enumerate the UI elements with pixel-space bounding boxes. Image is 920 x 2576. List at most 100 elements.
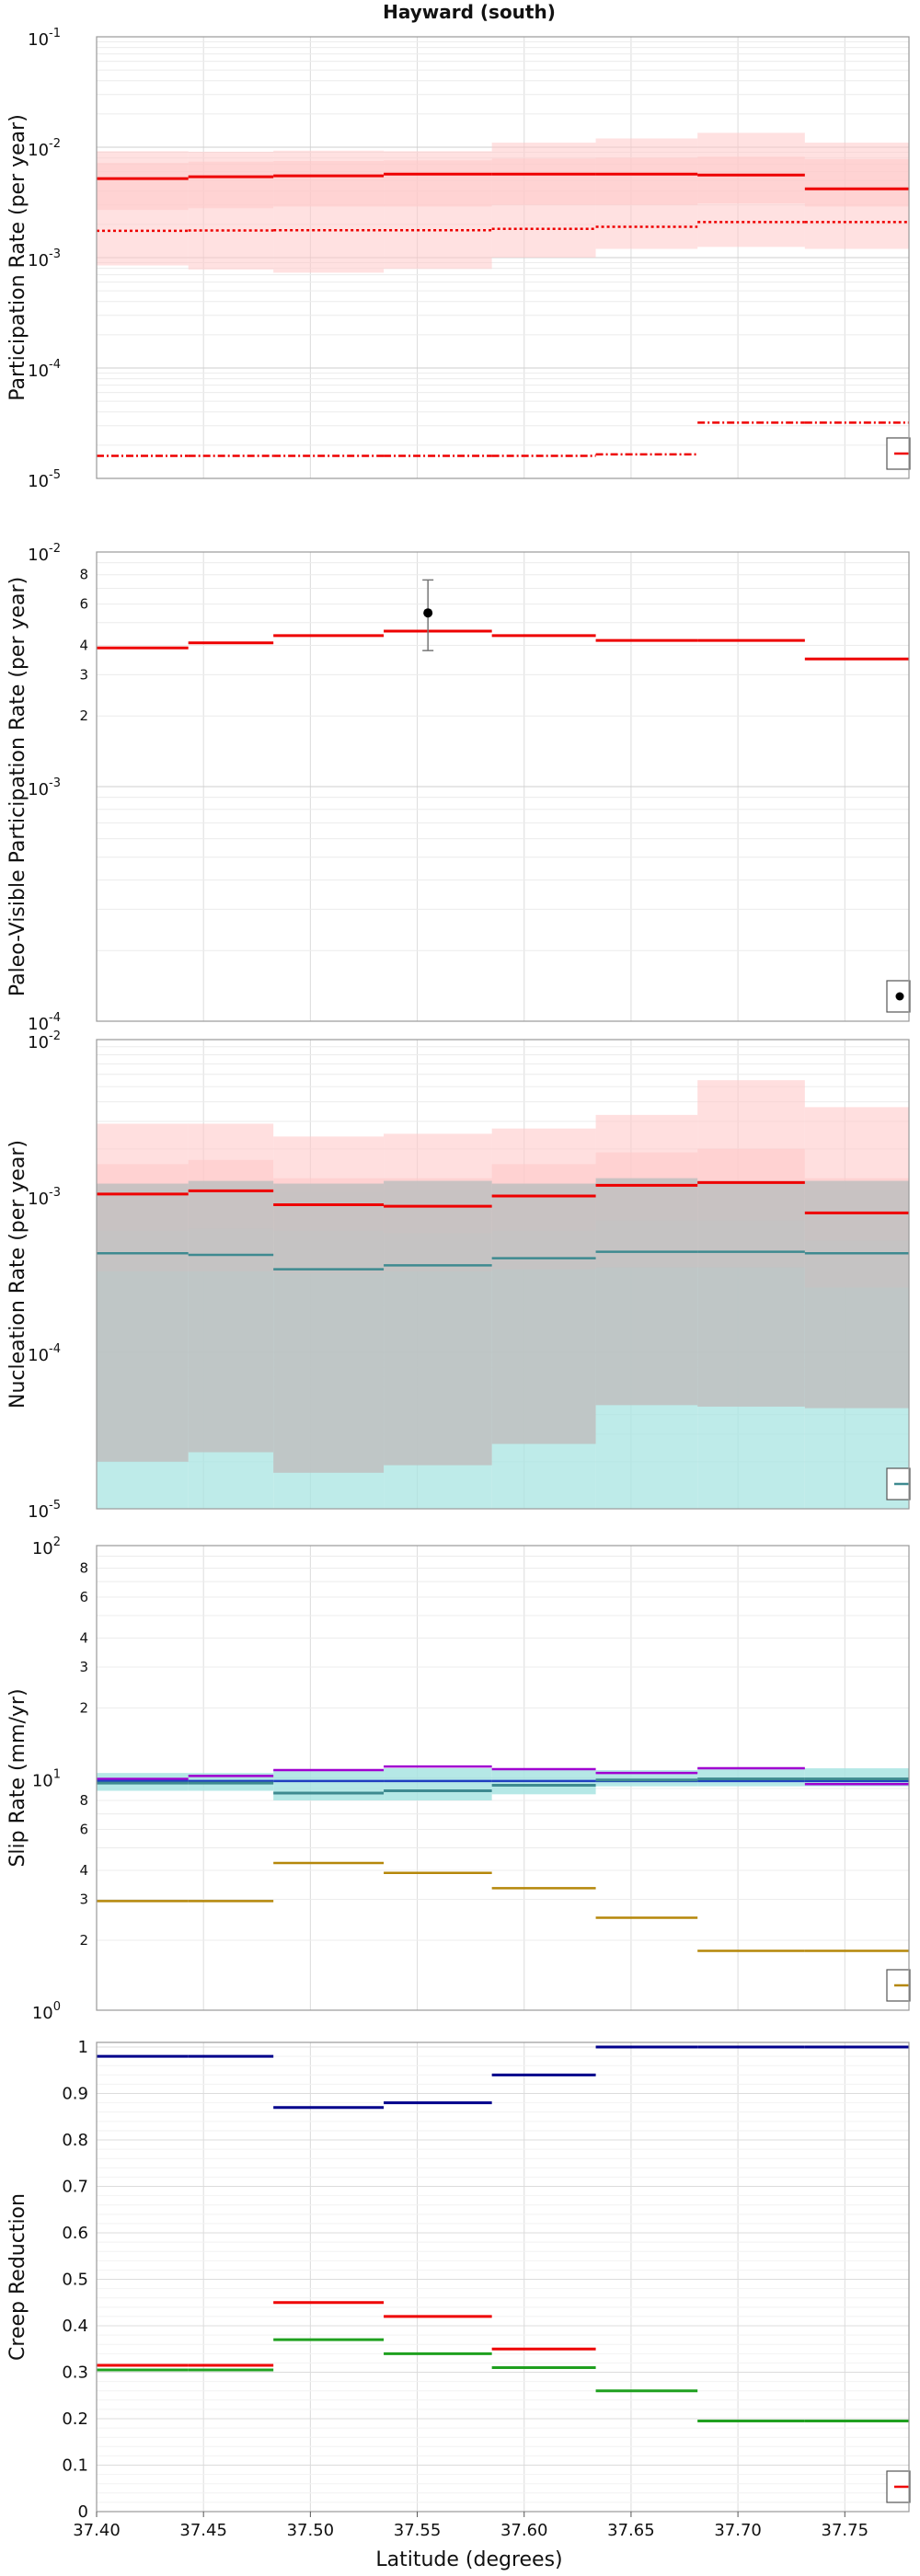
y-axis-label: Participation Rate (per year) xyxy=(6,114,29,401)
uncertainty-band-bin xyxy=(697,1180,805,1407)
uncertainty-band-bin xyxy=(491,1183,596,1444)
y-tick-label: 10-2 xyxy=(28,137,61,160)
y-tick-label: 102 xyxy=(32,1535,61,1558)
x-tick-label: 37.45 xyxy=(179,2521,227,2540)
y-minor-tick-label: 2 xyxy=(79,707,88,724)
x-tick-label: 37.75 xyxy=(822,2521,869,2540)
y-minor-tick-label: 4 xyxy=(79,637,88,653)
y-minor-tick-label: 2 xyxy=(79,1932,88,1949)
panel-participation: 10-1 10-2 10-3 10-4 10-5 Participation Rate (… xyxy=(6,27,911,491)
y-tick-label: 0.9 xyxy=(62,2085,88,2104)
x-tick-label: 37.70 xyxy=(714,2521,762,2540)
y-ticks: 10-1 10-2 10-3 10-4 10-5 xyxy=(28,27,61,491)
uncertainty-band-bin xyxy=(384,1768,492,1800)
legend xyxy=(886,2470,911,2503)
legend xyxy=(886,437,911,470)
y-tick-label: 0.8 xyxy=(62,2131,88,2150)
y-tick-label: 1 xyxy=(78,2038,88,2057)
x-tick-label: 37.60 xyxy=(500,2521,548,2540)
y-tick-label: 0.6 xyxy=(62,2224,88,2243)
uncertainty-band-bin xyxy=(97,163,189,211)
y-tick-label: 0.5 xyxy=(62,2271,88,2290)
panel-nucleation: 10-2 10-3 10-4 10-5 Nucleation Rate (per yea… xyxy=(6,1029,911,1522)
uncertainty-band-bin xyxy=(491,158,596,205)
y-tick-label: 10-5 xyxy=(28,1499,61,1522)
y-tick-label: 0 xyxy=(78,2502,88,2522)
series-group xyxy=(97,1080,909,1509)
uncertainty-band-bin xyxy=(697,156,805,204)
chart-title: Hayward (south) xyxy=(383,1,556,23)
series-group xyxy=(97,132,909,457)
y-axis-label: Creep Reduction xyxy=(6,2193,29,2361)
series-group xyxy=(97,2045,909,2423)
x-ticks: 37.40 37.45 37.50 37.55 37.60 37.65 37.70 37.75 xyxy=(73,2512,868,2540)
uncertainty-band-bin xyxy=(595,1178,698,1406)
y-minor-tick-label: 8 xyxy=(79,1559,88,1576)
x-tick-label: 37.40 xyxy=(73,2521,121,2540)
series-group xyxy=(97,1765,909,1952)
plot-area xyxy=(97,2042,909,2512)
uncertainty-band-bin xyxy=(188,161,274,209)
uncertainty-band-bin xyxy=(697,1768,805,1787)
data-point xyxy=(423,608,433,618)
x-tick-label: 37.55 xyxy=(394,2521,442,2540)
y-tick-label: 10-2 xyxy=(28,1029,61,1052)
series-group xyxy=(97,579,909,661)
uncertainty-band-bin xyxy=(97,1183,189,1462)
uncertainty-band-bin xyxy=(188,1180,274,1453)
x-tick-label: 37.65 xyxy=(607,2521,655,2540)
plot-frame xyxy=(96,551,910,1022)
y-tick-label: 0.1 xyxy=(62,2456,88,2476)
uncertainty-band-bin xyxy=(384,1180,492,1466)
y-minor-tick-label: 4 xyxy=(79,1862,88,1879)
uncertainty-band-bin xyxy=(595,157,698,205)
chart-panels: 10-1 10-2 10-3 10-4 10-5 Participation Rate (… xyxy=(6,27,911,2540)
y-tick-label: 10-2 xyxy=(28,542,61,565)
uncertainty-band-bin xyxy=(595,1770,698,1787)
uncertainty-band-bin xyxy=(804,1180,909,1409)
legend xyxy=(886,1467,911,1501)
y-minor-tick-label: 2 xyxy=(79,1699,88,1716)
panel-creep: 0 0.1 0.2 0.3 0.4 0.5 0.6 0.7 0.8 0.9 1 Creep Reduc… xyxy=(6,2038,911,2522)
y-tick-label: 100 xyxy=(32,2000,61,2023)
plot-frame xyxy=(96,2041,910,2513)
y-ticks: 10-2 10-3 10-4 10-5 xyxy=(28,1029,61,1522)
y-axis-label: Nucleation Rate (per year) xyxy=(6,1140,29,1409)
y-tick-label: 10-3 xyxy=(28,776,61,799)
y-minor-tick-label: 3 xyxy=(79,1892,88,1908)
y-axis-label: Paleo-Visible Participation Rate (per ye… xyxy=(6,577,29,996)
y-tick-label: 0.3 xyxy=(62,2363,88,2383)
y-tick-label: 10-4 xyxy=(28,358,61,381)
gridlines xyxy=(96,2042,909,2513)
y-tick-label: 10-3 xyxy=(28,1186,61,1209)
y-tick-label: 0.2 xyxy=(62,2409,88,2429)
y-tick-label: 10-5 xyxy=(28,468,61,491)
uncertainty-band-bin xyxy=(491,1770,596,1795)
y-minor-tick-label: 6 xyxy=(79,596,88,613)
y-axis-label: Slip Rate (mm/yr) xyxy=(6,1688,29,1867)
y-tick-label: 0.4 xyxy=(62,2317,88,2336)
y-minor-tick-label: 3 xyxy=(79,666,88,683)
uncertainty-band-bin xyxy=(804,158,909,207)
uncertainty-band-bin xyxy=(273,1770,385,1800)
x-axis-label: Latitude (degrees) xyxy=(375,2548,562,2571)
plot-frame xyxy=(96,1039,910,1510)
x-tick-label: 37.50 xyxy=(287,2521,335,2540)
y-minor-tick-label: 3 xyxy=(79,1659,88,1675)
y-ticks: 102 8 6 4 3 2 101 8 6 4 3 2 100 xyxy=(32,1535,88,2023)
y-minor-tick-label: 6 xyxy=(79,1589,88,1605)
uncertainty-band-bin xyxy=(273,1183,385,1473)
legend xyxy=(886,980,911,1013)
legend-marker xyxy=(895,992,904,1001)
gridlines xyxy=(96,551,909,1022)
y-tick-label: 10-3 xyxy=(28,247,61,270)
y-minor-tick-label: 8 xyxy=(79,567,88,583)
uncertainty-band-bin xyxy=(273,160,385,207)
y-minor-tick-label: 8 xyxy=(79,1792,88,1809)
plot-frame xyxy=(96,36,910,479)
legend xyxy=(886,1969,911,2002)
y-ticks: 0 0.1 0.2 0.3 0.4 0.5 0.6 0.7 0.8 0.9 1 xyxy=(62,2038,88,2522)
